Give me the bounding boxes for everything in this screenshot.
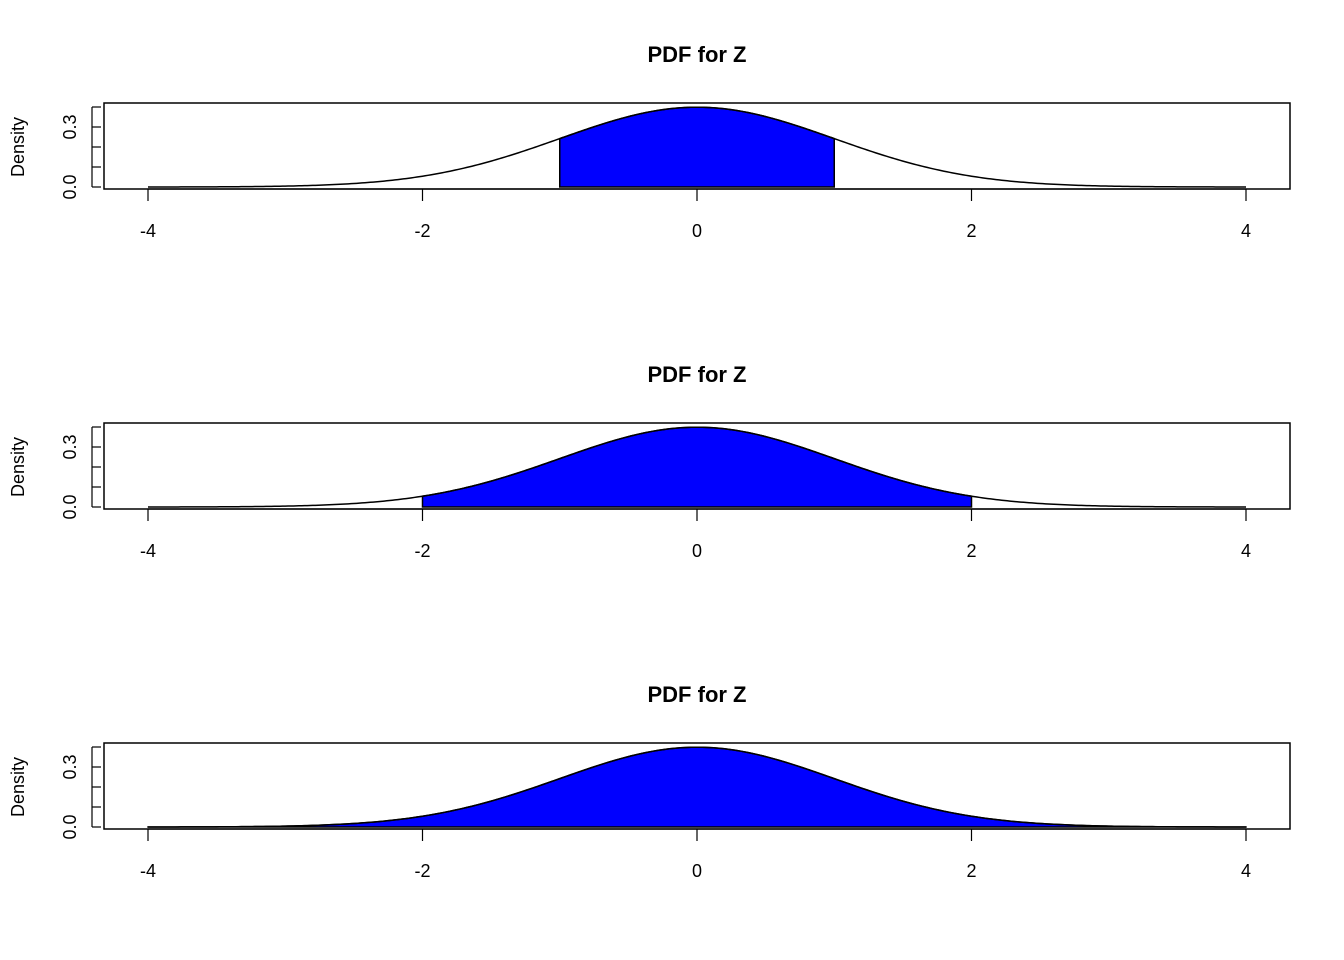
x-tick-label: 0 <box>692 861 702 881</box>
x-tick-label: 2 <box>966 221 976 241</box>
x-tick-label: -4 <box>140 221 156 241</box>
x-tick-label: -2 <box>414 861 430 881</box>
x-tick-label: -4 <box>140 861 156 881</box>
x-tick-label: 4 <box>1241 221 1251 241</box>
y-tick-label: 0.0 <box>60 814 80 839</box>
density-curve <box>148 426 1246 508</box>
y-axis-label: Density <box>8 117 28 177</box>
y-tick-label: 0.0 <box>60 494 80 519</box>
x-tick-label: 2 <box>966 541 976 561</box>
y-tick-label: 0.3 <box>60 754 80 779</box>
chart-title: PDF for Z <box>648 42 747 67</box>
density-curve <box>148 746 1246 828</box>
x-tick-label: -2 <box>414 541 430 561</box>
chart-panel-1: PDF for Z -4 -2 0 2 4 0.0 0.3 Density <box>8 42 1291 241</box>
density-curve <box>148 106 1246 188</box>
y-tick-label: 0.0 <box>60 174 80 199</box>
x-tick-label: -4 <box>140 541 156 561</box>
y-axis-label: Density <box>8 437 28 497</box>
shaded-area <box>147 746 1247 828</box>
y-tick-label: 0.3 <box>60 434 80 459</box>
x-tick-label: 0 <box>692 541 702 561</box>
chart-title: PDF for Z <box>648 362 747 387</box>
x-tick-label: 0 <box>692 221 702 241</box>
x-tick-label: -2 <box>414 221 430 241</box>
shaded-area <box>559 106 835 188</box>
x-tick-label: 4 <box>1241 541 1251 561</box>
y-tick-label: 0.3 <box>60 114 80 139</box>
x-tick-label: 4 <box>1241 861 1251 881</box>
chart-title: PDF for Z <box>648 682 747 707</box>
x-tick-label: 2 <box>966 861 976 881</box>
shaded-area <box>421 426 973 508</box>
chart-panel-3: PDF for Z -4 -2 0 2 4 0.0 0.3 Density <box>8 682 1291 881</box>
chart-panel-2: PDF for Z -4 -2 0 2 4 0.0 0.3 Density <box>8 362 1291 561</box>
y-axis-label: Density <box>8 757 28 817</box>
